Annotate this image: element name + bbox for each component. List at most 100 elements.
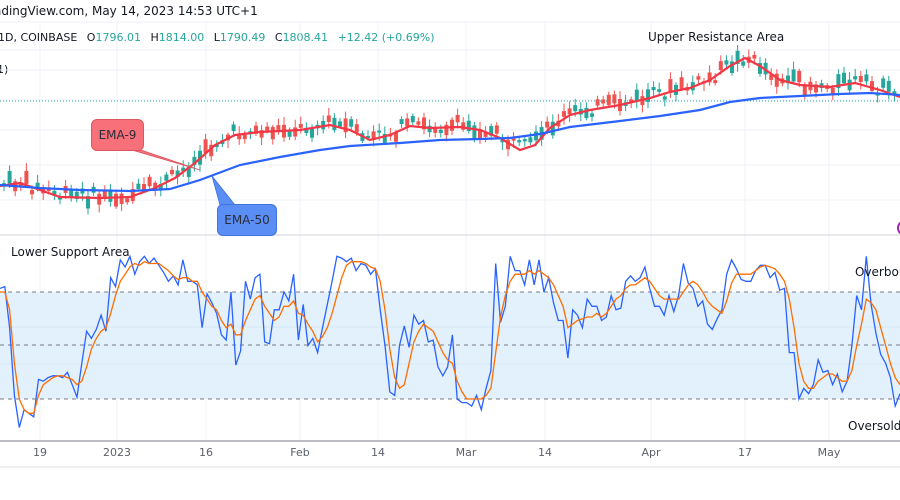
ema50-callout: EMA-50 <box>217 204 277 236</box>
x-axis-label: Mar <box>455 446 477 459</box>
candle-body <box>802 84 807 96</box>
candle-body <box>97 193 102 205</box>
x-axis-label: 19 <box>33 446 47 459</box>
candle-body <box>858 75 863 82</box>
candle-body <box>713 80 718 84</box>
oversold-label: Oversold <box>848 419 900 433</box>
candle-body <box>298 124 303 128</box>
candle-body <box>394 132 398 142</box>
candle-body <box>433 127 438 133</box>
candle-body <box>752 54 757 59</box>
x-axis-label: Feb <box>290 446 310 459</box>
candle-body <box>114 193 118 207</box>
candle-body <box>595 99 600 106</box>
candle-body <box>494 125 499 134</box>
candle-body <box>606 94 611 106</box>
candle-body <box>7 170 12 184</box>
candle-body <box>651 87 656 91</box>
candle-body <box>338 121 342 127</box>
candle-body <box>758 62 762 74</box>
candle-body <box>528 137 533 143</box>
candle-body <box>886 80 891 92</box>
candle-body <box>836 74 841 89</box>
candle-body <box>797 70 802 83</box>
candle-body <box>304 127 309 134</box>
candle-body <box>562 111 566 117</box>
ema9-callout: EMA-9 <box>91 119 144 151</box>
candle-body <box>830 87 835 96</box>
candle-body <box>175 170 180 178</box>
ema50-pointer <box>211 175 236 206</box>
candle-body <box>74 191 79 199</box>
candle-body <box>231 124 236 132</box>
candle-body <box>349 119 354 127</box>
candle-body <box>343 118 348 133</box>
watermark: adingView.com, May 14, 2023 14:53 UTC+1 <box>0 4 258 18</box>
candle-body <box>662 96 667 100</box>
candle-body <box>416 121 421 125</box>
candle-body <box>270 127 275 140</box>
candle-body <box>791 69 796 82</box>
candle-body <box>584 107 589 119</box>
candle-body <box>634 89 639 102</box>
candle-body <box>30 190 34 195</box>
candle-body <box>679 77 684 90</box>
candle-body <box>142 184 146 190</box>
candle-body <box>455 114 460 123</box>
ema50-line <box>0 91 900 193</box>
x-axis-label: 2023 <box>103 446 131 459</box>
x-axis-label: May <box>817 446 841 459</box>
candle-body <box>590 113 594 117</box>
candle-body <box>489 126 494 136</box>
candle-body <box>86 196 90 209</box>
candle-body <box>366 135 370 139</box>
candle-body <box>545 121 550 128</box>
candle-body <box>814 84 818 93</box>
candle-body <box>46 188 51 192</box>
candle-body <box>237 133 242 140</box>
candle-body <box>399 119 404 125</box>
upper-resistance-label: Upper Resistance Area <box>648 30 785 44</box>
ema9-line <box>0 56 900 200</box>
candle-body <box>158 184 163 191</box>
candle-body <box>377 130 382 133</box>
candle-body <box>438 129 443 134</box>
candle-body <box>371 131 376 139</box>
candle-body <box>259 130 264 138</box>
candle-body <box>668 79 673 92</box>
candle-body <box>612 94 617 104</box>
open-value: O1796.01 <box>86 31 141 44</box>
candle-body <box>147 176 152 187</box>
high-value: H1814.00 <box>150 31 205 44</box>
candle-body <box>718 61 723 71</box>
candle-body <box>786 75 790 84</box>
candle-body <box>769 74 774 80</box>
candle-body <box>842 72 846 84</box>
candle-body <box>853 76 858 80</box>
candle-body <box>741 61 746 66</box>
candle-body <box>332 117 337 131</box>
candle-body <box>511 138 516 141</box>
candle-body <box>472 125 477 139</box>
candle-body <box>136 183 141 189</box>
candle-body <box>382 133 387 143</box>
candle-body <box>265 126 270 132</box>
candle-body <box>410 116 415 123</box>
candle-body <box>646 89 650 102</box>
candle-body <box>254 125 258 134</box>
symbol-label: 1D, COINBASE <box>0 31 78 44</box>
candle-body <box>181 167 186 172</box>
candle-body <box>881 78 886 88</box>
stoch-k-line <box>0 254 900 428</box>
candle-body <box>192 156 197 165</box>
candle-body <box>24 170 29 185</box>
candle-body <box>276 125 281 130</box>
candle-body <box>125 198 130 203</box>
candle-body <box>892 91 897 95</box>
ohlc-legend: 1D, COINBASE O1796.01 H1814.00 L1790.49 … <box>0 31 441 44</box>
candle-body <box>735 50 740 64</box>
candle-body <box>405 118 410 127</box>
candle-body <box>242 134 247 140</box>
candle-body <box>203 139 208 153</box>
